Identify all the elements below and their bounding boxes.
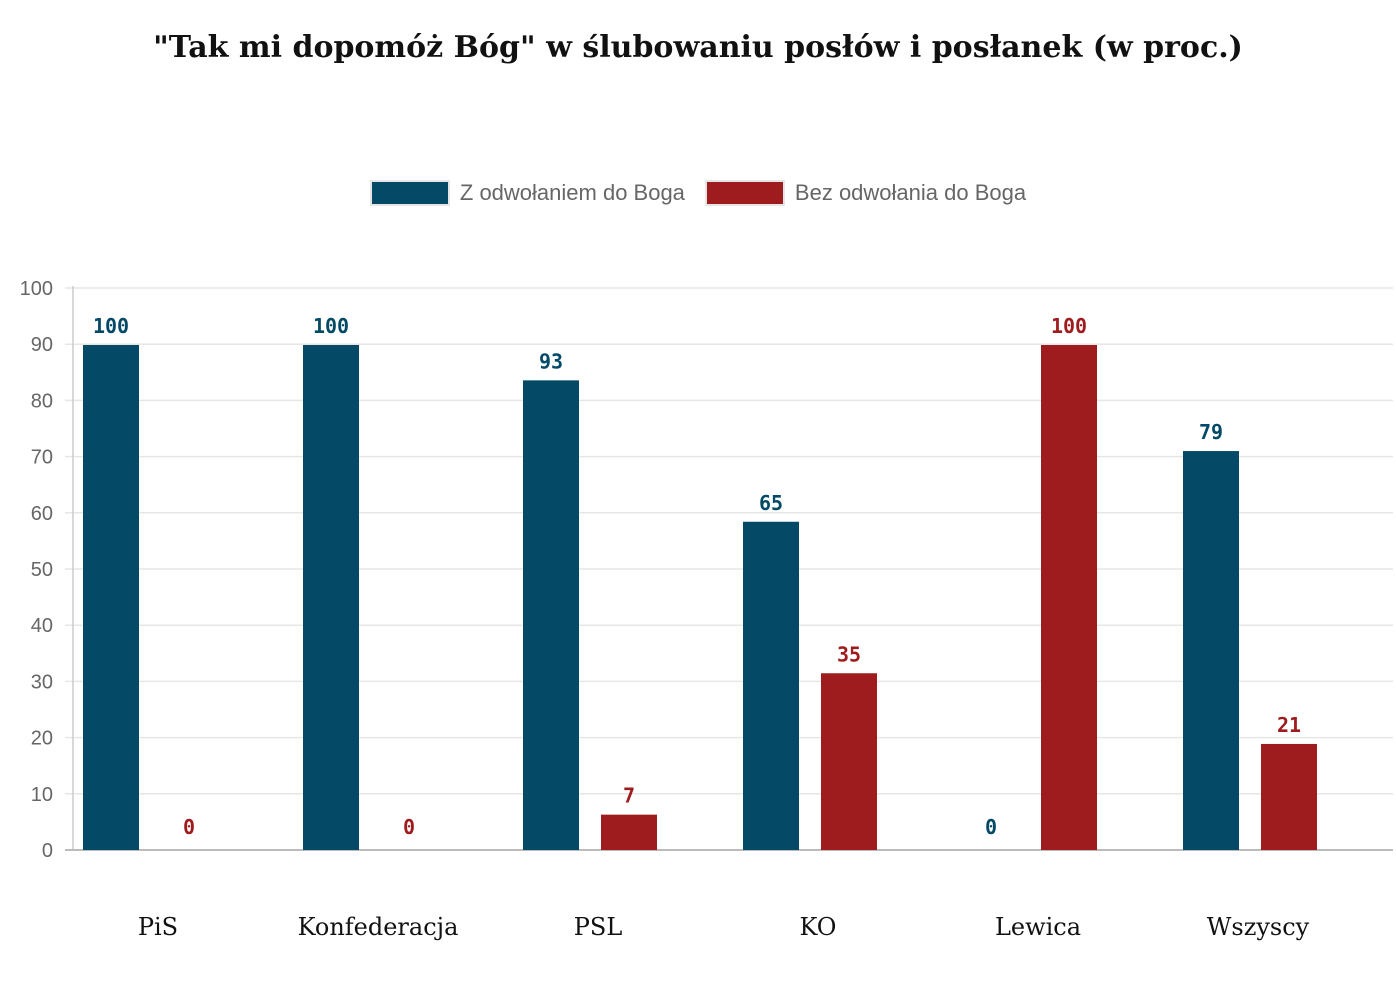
bar-z-odwolaniem: [1183, 451, 1239, 850]
data-label: 93: [539, 349, 563, 373]
bar-z-odwolaniem: [743, 521, 799, 850]
legend-item-series-2[interactable]: Bez odwołania do Boga: [704, 180, 1027, 206]
y-tick-label: 70: [31, 447, 53, 469]
x-category-label: PSL: [574, 913, 623, 941]
x-category-label: KO: [800, 913, 837, 941]
data-label: 79: [1199, 420, 1223, 444]
data-label: 100: [313, 314, 349, 338]
data-label: 35: [837, 642, 861, 666]
data-label: 0: [985, 815, 997, 839]
y-tick-label: 50: [31, 559, 53, 581]
bar-z-odwolaniem: [523, 380, 579, 850]
legend-swatch-series-2: [704, 180, 785, 206]
y-tick-label: 0: [42, 840, 53, 862]
legend: Z odwołaniem do Boga Bez odwołania do Bo…: [0, 180, 1396, 206]
y-tick-label: 90: [31, 334, 53, 356]
data-label: 0: [403, 815, 415, 839]
bar-bez-odwolania: [821, 673, 877, 850]
y-tick-label: 100: [20, 278, 53, 300]
data-label: 0: [183, 815, 195, 839]
bar-bez-odwolania: [1041, 345, 1097, 850]
x-category-label: PiS: [138, 913, 178, 941]
data-label: 21: [1277, 713, 1301, 737]
data-label: 100: [1051, 314, 1087, 338]
legend-label-series-2: Bez odwołania do Boga: [794, 180, 1027, 205]
bar-bez-odwolania: [1261, 743, 1317, 850]
y-tick-label: 30: [31, 671, 53, 693]
legend-swatch-series-1: [369, 180, 450, 206]
y-tick-label: 80: [31, 390, 53, 412]
bar-z-odwolaniem: [83, 345, 139, 850]
x-category-label: Lewica: [995, 913, 1081, 941]
y-tick-label: 10: [31, 784, 53, 806]
x-category-label: Konfederacja: [298, 913, 459, 941]
bar-z-odwolaniem: [303, 345, 359, 850]
y-tick-label: 40: [31, 615, 53, 637]
x-category-label: Wszyscy: [1207, 913, 1310, 941]
data-label: 65: [759, 491, 783, 515]
y-tick-label: 60: [31, 503, 53, 525]
chart-title: "Tak mi dopomóż Bóg" w ślubowaniu posłów…: [153, 30, 1243, 65]
legend-label-series-1: Z odwołaniem do Boga: [459, 180, 685, 205]
legend-item-series-1[interactable]: Z odwołaniem do Boga: [369, 180, 685, 206]
bar-bez-odwolania: [601, 814, 657, 850]
y-tick-label: 20: [31, 728, 53, 750]
data-label: 100: [93, 314, 129, 338]
data-label: 7: [623, 784, 635, 808]
